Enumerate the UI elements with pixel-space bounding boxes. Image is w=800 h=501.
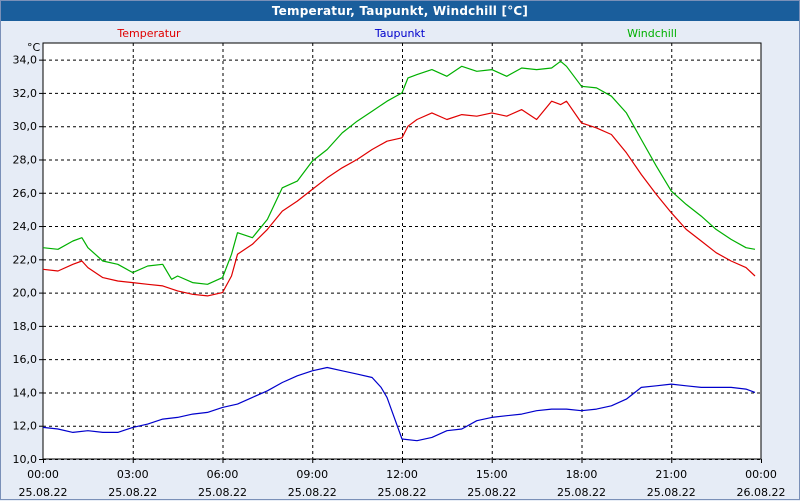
x-tick-time: 06:00 [207,468,239,481]
y-tick-label: 18,0 [13,320,38,333]
x-tick-date: 25.08.22 [378,486,427,499]
x-tick-date: 25.08.22 [288,486,337,499]
x-tick-time: 18:00 [566,468,598,481]
x-tick-time: 09:00 [296,468,328,481]
y-tick-label: 34,0 [13,54,38,67]
x-tick-date: 25.08.22 [19,486,68,499]
series-line-windchill [42,60,756,285]
y-tick-label: 26,0 [13,187,38,200]
series-lines [42,60,756,442]
y-axis-unit-label: °C [27,41,41,54]
y-tick-label: 22,0 [13,253,38,266]
y-tick-label: 28,0 [13,153,38,166]
x-tick-date: 25.08.22 [647,486,696,499]
y-tick-label: 30,0 [13,120,38,133]
y-tick-label: 10,0 [13,453,38,466]
y-tick-label: 14,0 [13,386,38,399]
plot-area [42,42,762,460]
x-tick-date: 25.08.22 [108,486,157,499]
x-tick-time: 00:00 [27,468,59,481]
x-tick-date: 25.08.22 [557,486,606,499]
chart-title: Temperatur, Taupunkt, Windchill [°C] [1,1,799,21]
x-tick-date: 26.08.22 [737,486,786,499]
legend-taupunkt: Taupunkt [374,27,426,40]
series-line-temperatur [42,100,756,297]
legend-temperatur: Temperatur [116,27,181,40]
y-tick-label: 16,0 [13,353,38,366]
x-tick-date: 25.08.22 [467,486,516,499]
x-tick-date: 25.08.22 [198,486,247,499]
y-tick-label: 32,0 [13,87,38,100]
y-tick-label: 24,0 [13,220,38,233]
series-line-taupunkt [42,366,756,442]
y-tick-label: 12,0 [13,420,38,433]
y-axis: 10,0 12,0 14,0 16,0 18,0 20,0 22,0 24,0 26,0 28,0… [13,54,43,466]
x-tick-time: 21:00 [655,468,687,481]
x-axis: 00:00 25.08.22 03:00 25.08.22 06:00 25.08.22 0… [19,459,786,499]
legend-windchill: Windchill [627,27,677,40]
x-tick-time: 03:00 [117,468,149,481]
legend: Temperatur Taupunkt Windchill [116,27,677,40]
x-tick-time: 15:00 [476,468,508,481]
y-tick-label: 20,0 [13,287,38,300]
x-tick-time: 00:00 [745,468,777,481]
x-tick-time: 12:00 [386,468,418,481]
